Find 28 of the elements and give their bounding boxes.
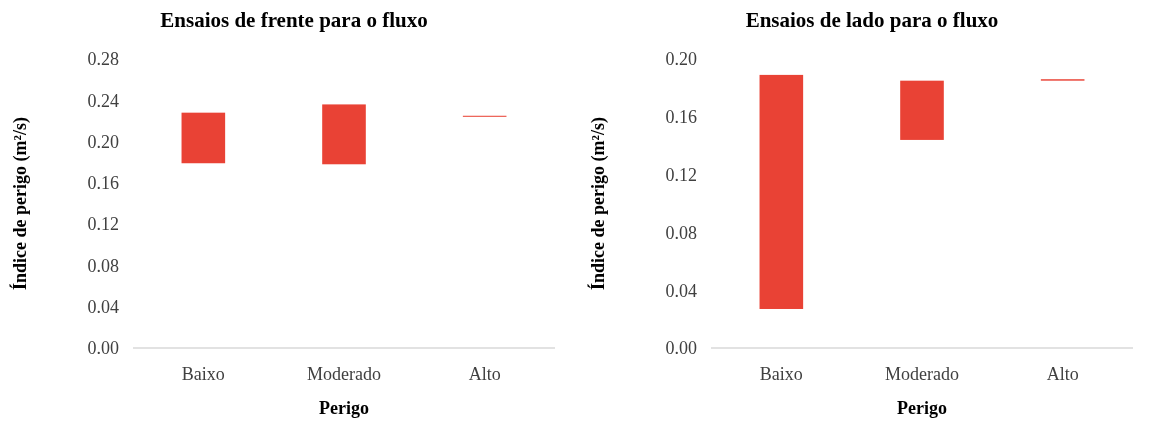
y-tick-label: 0.00 — [87, 338, 119, 359]
y-tick-label: 0.16 — [87, 173, 119, 194]
x-tick-label: Baixo — [759, 364, 803, 384]
y-axis-title: Índice de perigo (m²/s) — [9, 117, 31, 290]
y-tick-label: 0.00 — [665, 338, 697, 359]
x-tick-label: Alto — [468, 364, 501, 384]
x-tick-label: Baixo — [181, 364, 225, 384]
y-tick-label: 0.28 — [87, 49, 119, 70]
y-tick-label: 0.04 — [87, 297, 119, 318]
y-tick-label: 0.08 — [87, 255, 119, 276]
y-tick-label: 0.12 — [665, 164, 697, 185]
chart-title: Ensaios de lado para o fluxo — [745, 8, 999, 32]
y-tick-label: 0.08 — [665, 222, 697, 243]
x-axis-title: Perigo — [897, 398, 947, 418]
y-tick-label: 0.16 — [665, 107, 697, 128]
chart-title: Ensaios de frente para o fluxo — [160, 8, 428, 32]
x-tick-label: Moderado — [307, 364, 381, 384]
x-tick-label: Alto — [1046, 364, 1079, 384]
x-tick-label: Moderado — [885, 364, 959, 384]
y-tick-label: 0.04 — [665, 280, 697, 301]
y-tick-label: 0.12 — [87, 214, 119, 235]
y-tick-label: 0.24 — [87, 90, 119, 111]
bar — [322, 104, 366, 165]
x-axis-title: Perigo — [319, 398, 369, 418]
y-axis-title: Índice de perigo (m²/s) — [587, 117, 609, 290]
y-tick-label: 0.20 — [665, 49, 697, 70]
y-tick-label: 0.20 — [87, 131, 119, 152]
bar — [181, 112, 226, 164]
